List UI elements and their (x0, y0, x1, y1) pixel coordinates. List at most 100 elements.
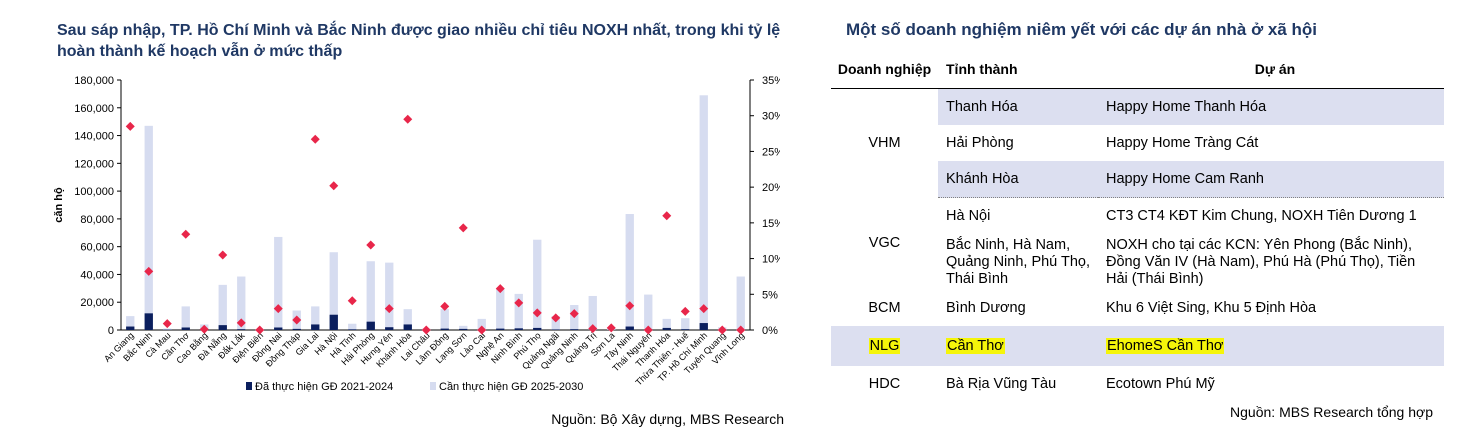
rate-point (329, 181, 339, 191)
bar-planned (181, 306, 190, 330)
bar-completed (533, 327, 542, 330)
province-cell: Bắc Ninh, Hà Nam, Quảng Ninh, Phú Thọ, T… (946, 236, 1091, 287)
rate-point (662, 211, 672, 221)
rate-point (384, 304, 394, 314)
y-tick-label: 60,000 (80, 242, 114, 254)
bar-completed (514, 328, 523, 330)
project-cell: Ecotown Phú Mỹ (1106, 375, 1215, 392)
y2-tick-label: 25% (762, 146, 780, 158)
rate-point (569, 309, 579, 319)
rate-point (643, 325, 653, 335)
province-cell: Bà Rịa Vũng Tàu (946, 375, 1057, 392)
bar-completed (403, 324, 412, 330)
company-hdc: HDC (868, 375, 901, 392)
highlight-mark: Cần Thơ (946, 337, 1005, 354)
rate-point (421, 325, 431, 335)
rate-point (532, 308, 542, 318)
bar-planned (163, 328, 172, 330)
header-company: Doanh nghiệp (837, 61, 932, 77)
bar-completed (329, 314, 338, 330)
rate-point (181, 229, 191, 239)
bar-completed (348, 329, 357, 330)
projects-table: Doanh nghiệp Tỉnh thành Dự án VHM Thanh … (831, 50, 1444, 402)
housing-chart: 0 20,000 40,000 60,000 80,000 100,000 120,000 1… (53, 75, 780, 393)
table-row: VHM Thanh Hóa Happy Home Thanh Hóa (831, 88, 1444, 198)
bar-completed (570, 329, 579, 330)
province-cell: Cần Thơ (938, 326, 1098, 366)
bar-completed (496, 328, 505, 330)
rate-point (144, 266, 154, 276)
bar-completed (292, 328, 301, 330)
table-row: Bắc Ninh, Hà Nam, Quảng Ninh, Phú Thọ, T… (831, 234, 1444, 290)
y-tick-label: 180,000 (74, 75, 114, 87)
table-row: Khánh Hòa Happy Home Cam Ranh (831, 161, 1444, 198)
y2-tick-label: 20% (762, 182, 780, 194)
rate-point (310, 134, 320, 144)
y2-tick-label: 0% (762, 325, 778, 337)
project-cell: Khu 6 Việt Sing, Khu 5 Định Hòa (1106, 299, 1317, 316)
y-tick-label: 100,000 (74, 186, 114, 198)
legend-label-planned: Cần thực hiện GĐ 2025-2030 (439, 381, 583, 393)
bar-planned (644, 294, 653, 330)
bar-completed (126, 326, 135, 330)
bar-completed (681, 329, 690, 330)
province-cell: Bình Dương (946, 299, 1026, 316)
bar-planned (477, 318, 486, 330)
bar-planned (144, 125, 153, 330)
bar-planned (348, 323, 357, 330)
bar-planned (681, 318, 690, 330)
province-cell: Thanh Hóa (938, 88, 1098, 125)
y-tick-label: 160,000 (74, 103, 114, 115)
project-cell: NOXH cho tại các KCN: Yên Phong (Bắc Nin… (1106, 236, 1416, 287)
rate-point (477, 325, 487, 335)
y-axis-label: căn hộ (53, 187, 65, 223)
rate-point (699, 304, 709, 314)
bar-planned (385, 262, 394, 330)
project-cell: Happy Home Thanh Hóa (1098, 88, 1444, 125)
y2-tick-label: 15% (762, 218, 780, 230)
bar-planned (588, 295, 597, 330)
bar-planned (311, 306, 320, 330)
bar-completed (440, 328, 449, 330)
table-source: Nguồn: MBS Research tổng hợp (1230, 404, 1433, 420)
table-row: HDC Bà Rịa Vũng Tàu Ecotown Phú Mỹ (831, 366, 1444, 402)
province-cell: Hà Nội (946, 207, 991, 224)
bar-planned (625, 214, 634, 330)
bar-planned (329, 252, 338, 330)
company-vhm: VHM (831, 88, 938, 198)
bar-completed (385, 327, 394, 330)
legend-swatch-completed (246, 382, 252, 390)
bar-completed (699, 323, 708, 330)
bar-completed (366, 321, 375, 330)
rate-point (292, 315, 302, 325)
province-cell: Khánh Hòa (938, 161, 1098, 198)
rate-point (588, 324, 598, 334)
bar-planned (662, 318, 671, 330)
province-cell: Hải Phòng (946, 134, 1014, 151)
bar-planned (496, 288, 505, 330)
chart-title: Sau sáp nhập, TP. Hồ Chí Minh và Bắc Nin… (57, 22, 781, 60)
table-title: Một số doanh nghiệm niêm yết với các dự … (846, 20, 1318, 39)
rate-point (551, 313, 561, 323)
bar-planned (274, 236, 283, 330)
rate-point (717, 325, 727, 335)
bar-completed (311, 324, 320, 330)
bar-planned (440, 309, 449, 330)
y-tick-label: 120,000 (74, 158, 114, 170)
project-cell: Happy Home Tràng Cát (1106, 134, 1259, 151)
rate-point (199, 324, 209, 334)
rate-point (125, 121, 135, 131)
highlight-mark: NLG (868, 337, 901, 354)
chart-source: Nguồn: Bộ Xây dựng, MBS Research (551, 411, 784, 427)
bar-completed (625, 326, 634, 330)
rate-point (236, 318, 246, 328)
header-province: Tỉnh thành (946, 61, 1018, 77)
bar-planned (699, 95, 708, 331)
bar-planned (237, 276, 246, 330)
y-tick-label: 40,000 (80, 269, 114, 281)
bar-planned (459, 325, 468, 330)
y2-tick-label: 30% (762, 111, 780, 123)
rate-point (162, 319, 172, 329)
rate-point (440, 301, 450, 311)
bar-planned (551, 316, 560, 330)
